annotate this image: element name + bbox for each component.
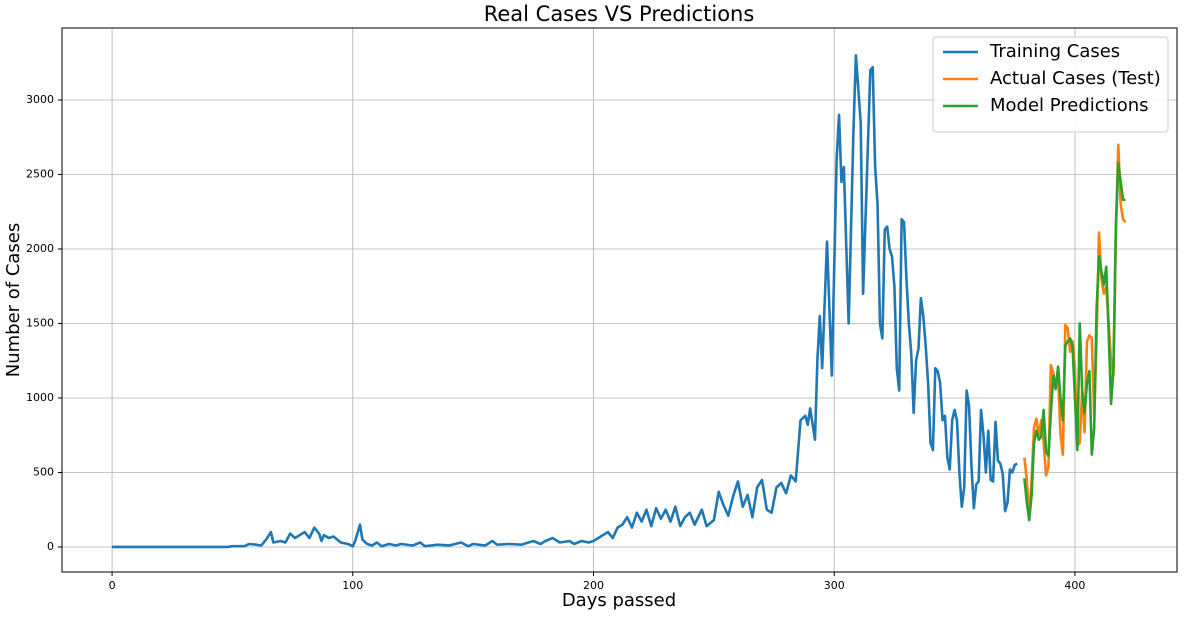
legend-label: Model Predictions	[990, 95, 1149, 116]
y-tick-label: 0	[47, 540, 54, 553]
y-tick-label: 500	[33, 465, 54, 478]
x-tick-label: 300	[824, 579, 845, 592]
series-line	[112, 53, 1018, 549]
x-tick-label: 400	[1064, 579, 1085, 592]
y-tick-label: 1500	[26, 316, 54, 329]
x-tick-label: 0	[109, 579, 116, 592]
y-tick-label: 3000	[26, 93, 54, 106]
x-axis-label: Days passed	[562, 590, 676, 611]
lines	[112, 53, 1127, 549]
y-tick-label: 1000	[26, 391, 54, 404]
legend-frame	[932, 36, 1169, 133]
legend-label: Actual Cases (Test)	[990, 68, 1161, 89]
series-line	[1023, 161, 1126, 522]
chart-title: Real Cases VS Predictions	[484, 2, 755, 26]
y-tick-label: 2000	[26, 242, 54, 255]
legend: Training Cases Actual Cases (Test) Model P…	[932, 36, 1169, 133]
x-tick-label: 200	[583, 579, 604, 592]
legend-label: Training Cases	[989, 41, 1120, 62]
axes-frame	[61, 27, 1178, 573]
ticks: 0 100 200 300 400 0 500 1000 1500 2000 2500 3000	[26, 93, 1085, 592]
x-tick-label: 100	[342, 579, 363, 592]
y-axis-label: Number of Cases	[3, 223, 24, 378]
y-tick-label: 2500	[26, 167, 54, 180]
